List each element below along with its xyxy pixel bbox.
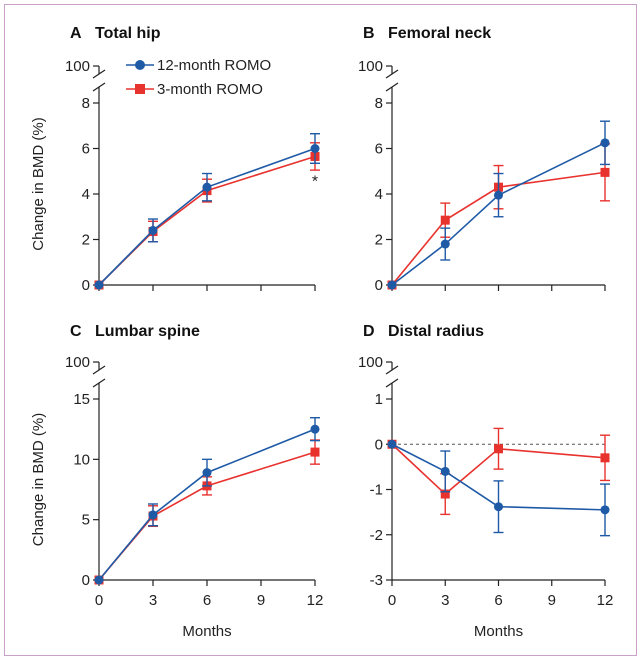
figure-frame: A Total hip 100 0 2 4 6 8 * Change in BMD (%) B Fem… — [4, 4, 637, 656]
panel-c: C Lumbar spine 100 0 5 10 15 0 3 6 9 12 Change in BM… — [30, 323, 323, 640]
y-tick-label: 4 — [375, 186, 383, 203]
y-tick-label: 2 — [375, 232, 383, 249]
data-point — [387, 280, 397, 290]
x-tick-label: 9 — [548, 592, 556, 609]
x-tick-label: 9 — [257, 592, 265, 609]
data-point — [148, 225, 158, 235]
axis-break-mark — [385, 82, 399, 92]
y-axis-title: Change in BMD (%) — [30, 117, 47, 250]
y-tick-label: 8 — [82, 95, 90, 112]
panel-letter: C — [70, 323, 82, 340]
data-point — [387, 439, 397, 449]
data-point — [440, 215, 450, 225]
y-tick-label: 8 — [375, 95, 383, 112]
x-axis-title: Months — [182, 623, 231, 640]
data-point — [440, 239, 450, 249]
data-point — [600, 505, 610, 515]
panel-letter: A — [70, 25, 82, 42]
x-tick-label: 3 — [149, 592, 157, 609]
data-point — [600, 138, 610, 148]
legend-marker — [135, 84, 145, 94]
y-tick-label: -2 — [370, 527, 383, 544]
y-tick-label: 0 — [82, 572, 90, 589]
x-tick-label: 12 — [597, 592, 614, 609]
y-tick-label: 0 — [82, 277, 90, 294]
x-tick-label: 6 — [494, 592, 502, 609]
data-point — [494, 502, 503, 512]
series-line — [98, 147, 316, 286]
significance-marker: * — [312, 173, 318, 190]
y-tick-label: 4 — [82, 186, 90, 203]
x-axis-title: Months — [474, 623, 523, 640]
x-tick-label: 3 — [441, 592, 449, 609]
axis-break-mark — [92, 69, 106, 79]
series-line — [391, 443, 606, 496]
axis-break-mark — [385, 378, 399, 388]
data-point — [440, 489, 450, 499]
data-point — [202, 182, 212, 192]
data-point — [94, 280, 104, 290]
y-tick-label: 1 — [375, 391, 383, 408]
data-point — [310, 424, 320, 434]
legend-marker — [135, 60, 145, 70]
y-tick-label: -1 — [370, 482, 383, 499]
axis-break-mark — [385, 365, 399, 375]
data-point — [94, 575, 104, 585]
series-line — [391, 171, 606, 286]
panel-title: Distal radius — [388, 323, 484, 340]
data-point — [600, 167, 610, 177]
y-tick-label: 15 — [73, 391, 90, 408]
panel-b: B Femoral neck 100 0 2 4 6 8 — [358, 25, 610, 294]
legend-label: 3-month ROMO — [157, 81, 263, 98]
y-tick-label: 5 — [82, 512, 90, 529]
y-tick-label: 100 — [358, 354, 383, 371]
axis-break-mark — [92, 365, 106, 375]
y-tick-label: 6 — [82, 141, 90, 158]
x-tick-label: 12 — [307, 592, 324, 609]
data-point — [600, 453, 610, 463]
x-tick-label: 0 — [388, 592, 396, 609]
y-tick-label: 100 — [65, 58, 90, 75]
data-point — [148, 510, 158, 520]
y-tick-label: 100 — [65, 354, 90, 371]
panel-a: A Total hip 100 0 2 4 6 8 * Change in BMD (%) — [30, 25, 320, 294]
data-point — [310, 144, 320, 153]
y-axis-title: Change in BMD (%) — [30, 413, 47, 546]
y-tick-label: 10 — [73, 451, 90, 468]
y-tick-label: 0 — [375, 277, 383, 294]
x-tick-label: 6 — [203, 592, 211, 609]
panel-letter: B — [363, 25, 375, 42]
data-point — [494, 444, 503, 454]
y-tick-label: 0 — [375, 436, 383, 453]
data-point — [494, 190, 503, 200]
panel-title: Femoral neck — [388, 25, 491, 42]
y-tick-label: 100 — [358, 58, 383, 75]
panel-letter: D — [363, 323, 375, 340]
y-tick-label: 6 — [375, 141, 383, 158]
axis-break-mark — [92, 82, 106, 92]
axis-break-mark — [385, 69, 399, 79]
series-line — [391, 142, 606, 286]
panel-title: Total hip — [95, 25, 161, 42]
data-point — [310, 447, 320, 457]
panel-title: Lumbar spine — [95, 323, 200, 340]
data-point — [202, 468, 212, 478]
panel-d: D Distal radius 100 -3 -2 -1 0 1 0 3 6 9 12 Months — [358, 323, 613, 640]
x-tick-label: 0 — [95, 592, 103, 609]
y-tick-label: 2 — [82, 232, 90, 249]
series-line — [98, 428, 316, 581]
data-point — [440, 466, 450, 476]
legend: 12-month ROMO 3-month ROMO — [126, 57, 271, 98]
legend-label: 12-month ROMO — [157, 57, 271, 74]
axis-break-mark — [92, 378, 106, 388]
y-tick-label: -3 — [370, 572, 383, 589]
series-line — [391, 443, 606, 511]
